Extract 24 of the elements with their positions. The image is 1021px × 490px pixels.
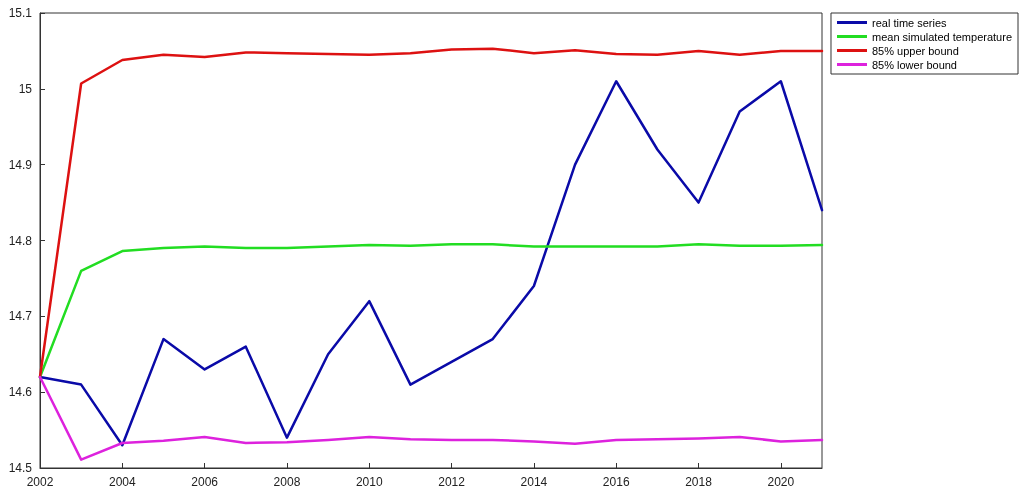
y-tick-label: 15.1 bbox=[8, 6, 33, 20]
y-tick-label: 14.6 bbox=[8, 385, 33, 400]
x-tick-label: 2020 bbox=[767, 475, 795, 489]
line-series bbox=[38, 243, 824, 379]
y-tick-label: 14.8 bbox=[8, 233, 33, 248]
x-tick-label: 2010 bbox=[355, 475, 383, 489]
line-series bbox=[38, 47, 824, 379]
x-tick-label: 2006 bbox=[191, 475, 219, 489]
y-tick-label: 15 bbox=[18, 81, 33, 96]
legend-label: 85% lower bound bbox=[871, 58, 957, 71]
x-tick-label: 2004 bbox=[108, 475, 136, 489]
legend-label: 85% upper bound bbox=[871, 44, 959, 57]
x-tick-label: 2018 bbox=[685, 475, 713, 489]
legend-label: mean simulated temperature bbox=[871, 30, 1012, 43]
x-tick-label: 2014 bbox=[520, 475, 548, 489]
y-tick-label: 14.5 bbox=[8, 461, 33, 475]
legend-label: real time series bbox=[871, 16, 948, 29]
x-tick-label: 2012 bbox=[438, 475, 466, 489]
x-tick-label: 2002 bbox=[26, 475, 54, 489]
y-tick-label: 14.9 bbox=[8, 157, 33, 172]
x-tick-label: 2016 bbox=[602, 475, 630, 489]
y-tick-label: 14.7 bbox=[8, 309, 33, 324]
line-series bbox=[38, 375, 824, 461]
x-tick-label: 2008 bbox=[273, 475, 301, 489]
